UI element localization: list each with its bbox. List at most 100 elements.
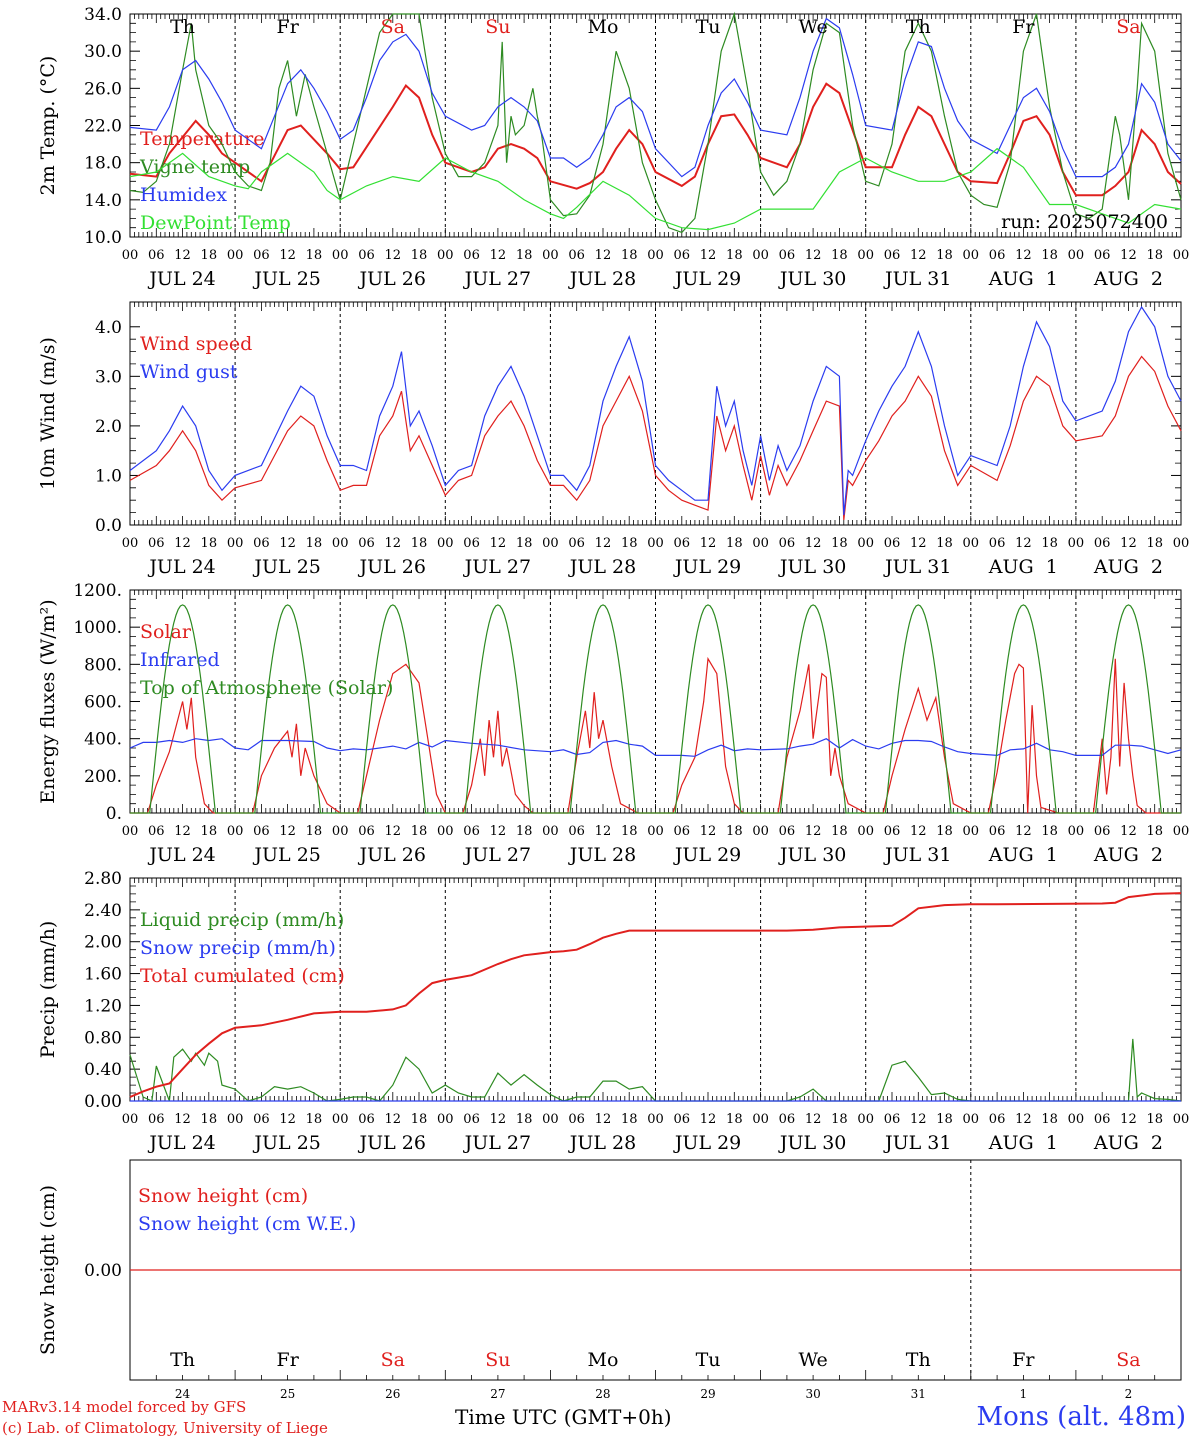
weekday-label: Fr [1012,16,1035,38]
day-number-label: 1 [1020,1387,1028,1401]
day-number-label: 26 [385,1387,400,1401]
hour-tick-label: 00 [857,824,874,839]
hour-tick-label: 06 [358,1112,375,1127]
hour-tick-label: 06 [1094,824,1111,839]
plot-frame [129,301,1182,526]
date-label: JUL 31 [883,844,951,866]
y-minor-ticks [130,885,1181,1094]
y-tick-label: 10.0 [84,228,122,248]
hour-tick-label: 06 [1094,536,1111,551]
series-line-4 [129,147,1182,231]
date-label: JUL 25 [252,268,320,290]
hour-tick-label: 12 [490,824,507,839]
date-label: JUL 30 [778,556,846,578]
hour-tick-label: 18 [201,536,218,551]
plot-frame [129,13,1182,238]
date-label: JUL 26 [358,1132,426,1154]
y-minor-ticks [130,338,1181,513]
y-tick-label: 3.0 [95,367,122,387]
hour-tick-label: 12 [1120,824,1137,839]
date-label: JUL 31 [883,268,951,290]
x-tick-marks [129,1370,1182,1380]
hour-tick-label: 18 [306,248,323,263]
hour-tick-label: 06 [463,824,480,839]
hour-tick-label: 12 [805,536,822,551]
hour-tick-label: 00 [542,824,559,839]
series-line-3 [129,17,1182,178]
hour-tick-label: 12 [910,536,927,551]
hour-tick-label: 18 [1146,536,1163,551]
hour-tick-label: 06 [148,248,165,263]
weekday-label: Th [170,1349,195,1371]
hour-tick-label: 00 [647,1112,664,1127]
date-label: JUL 28 [568,556,636,578]
date-label: JUL 24 [147,556,215,578]
hour-tick-label: 00 [1173,824,1190,839]
hour-tick-label: 06 [463,248,480,263]
hour-tick-label: 00 [963,248,980,263]
hour-tick-label: 18 [516,824,533,839]
hour-tick-label: 18 [936,248,953,263]
hour-tick-label: 00 [332,248,349,263]
series-line-1 [129,82,1182,197]
hour-tick-label: 00 [122,824,139,839]
hour-tick-label: 18 [516,248,533,263]
date-label: AUG 1 [988,556,1058,578]
run-label: run: 2025072400 [1001,211,1168,233]
day-number-label: 27 [490,1387,505,1401]
weekday-label: Mo [587,16,618,38]
hour-tick-label: 12 [595,824,612,839]
y-tick-label: 0. [106,804,122,824]
hour-tick-label: 18 [831,1112,848,1127]
date-label: JUL 28 [568,844,636,866]
hour-tick-label: 06 [568,248,585,263]
hour-tick-label: 00 [1068,248,1085,263]
x-tick-marks [129,590,1182,813]
y-tick-label: 2.40 [84,901,122,921]
hour-tick-label: 00 [1173,536,1190,551]
y-tick-label: 0.80 [84,1028,122,1048]
hour-tick-label: 00 [227,824,244,839]
hour-tick-label: 12 [595,536,612,551]
y-tick-label: 0.00 [84,1261,122,1281]
hour-tick-label: 12 [700,536,717,551]
date-label: JUL 30 [778,1132,846,1154]
hour-tick-label: 12 [1015,248,1032,263]
hour-tick-label: 12 [279,824,296,839]
y-tick-label: 0.0 [95,516,122,536]
y-tick-label: 400. [84,730,122,750]
hour-tick-label: 12 [174,824,191,839]
day-number-label: 2 [1125,1387,1133,1401]
series-line-2 [129,738,1182,757]
hour-tick-label: 00 [227,1112,244,1127]
date-label: JUL 29 [673,844,741,866]
hour-tick-label: 00 [332,536,349,551]
date-label: JUL 24 [147,1132,215,1154]
hour-tick-label: 00 [437,824,454,839]
date-label: JUL 29 [673,1132,741,1154]
hour-tick-label: 12 [384,248,401,263]
hour-tick-label: 00 [542,248,559,263]
y-tick-label: 26.0 [84,79,122,99]
legend-entry: DewPoint Temp [140,212,291,234]
weekday-label: Fr [277,16,300,38]
hour-tick-label: 06 [568,824,585,839]
hour-tick-label: 18 [936,536,953,551]
hour-tick-label: 06 [148,1112,165,1127]
hour-tick-label: 00 [332,1112,349,1127]
y-tick-label: 34.0 [84,5,122,25]
hour-tick-label: 06 [253,248,270,263]
y-tick-label: 200. [84,767,122,787]
date-label: JUL 28 [568,1132,636,1154]
date-label: JUL 27 [463,556,531,578]
day-number-label: 25 [280,1387,295,1401]
weekday-label: Sa [1116,1349,1140,1371]
hour-tick-label: 18 [306,824,323,839]
hour-tick-label: 18 [306,1112,323,1127]
date-label: JUL 30 [778,268,846,290]
hour-tick-label: 00 [542,1112,559,1127]
hour-tick-label: 12 [1015,536,1032,551]
panel-2: 0.0 1.0 2.0 3.0 4.0 10m Wind (m/s) 00 06 12 18 00 0… [37,301,1190,578]
hour-tick-label: 12 [384,536,401,551]
date-label: JUL 31 [883,556,951,578]
